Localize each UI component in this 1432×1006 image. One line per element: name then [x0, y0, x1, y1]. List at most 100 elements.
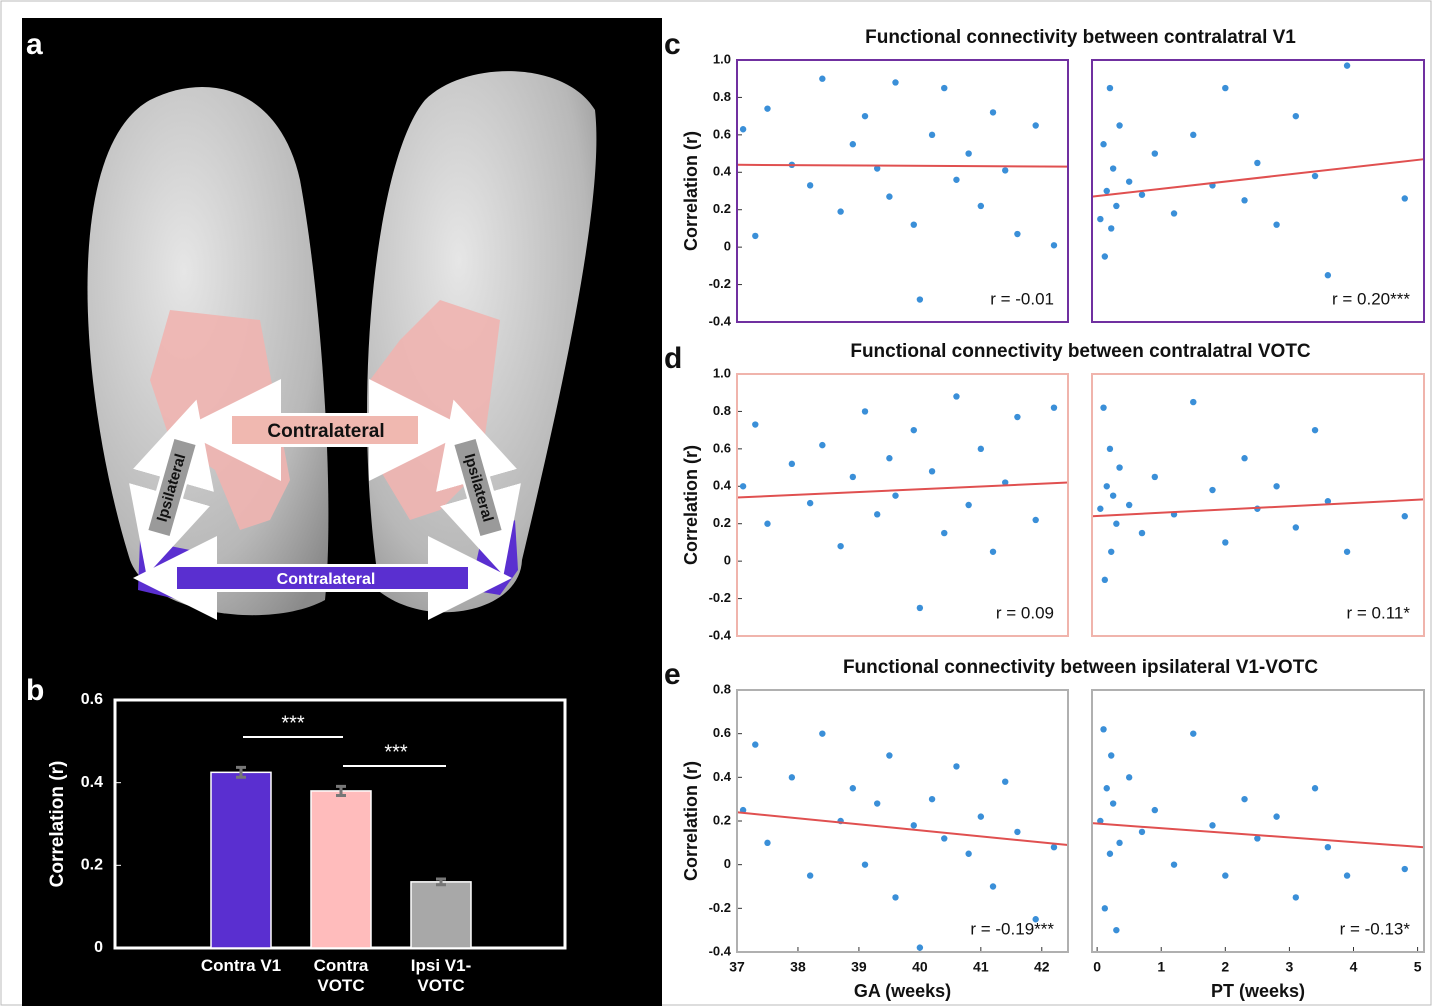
y-axis-label: Correlation (r): [681, 761, 701, 881]
point: [1116, 122, 1123, 129]
point: [1109, 800, 1117, 807]
point: [1116, 464, 1123, 471]
point: [752, 421, 759, 428]
y-tick-label: -0.2: [709, 590, 731, 605]
x-tick-label: 39: [851, 959, 867, 975]
point: [1106, 850, 1114, 857]
point: [910, 426, 917, 434]
chart-title: Functional connectivity between contrala…: [850, 341, 1311, 362]
point: [1343, 548, 1351, 555]
y-tick-label: -0.2: [709, 900, 731, 915]
plot-frame: [736, 59, 1069, 323]
point: [1100, 141, 1107, 148]
y-tick-label: 0: [724, 239, 731, 254]
point: [764, 520, 771, 527]
point: [916, 944, 924, 951]
y-tick-label: 0.6: [713, 725, 731, 740]
point: [1002, 479, 1009, 486]
point: [989, 883, 997, 890]
point: [1002, 778, 1009, 785]
point: [1109, 492, 1117, 499]
point: [1113, 926, 1120, 934]
point: [1254, 159, 1261, 167]
point: [965, 850, 972, 857]
plot-frame: [1091, 373, 1425, 637]
panel-label: c: [664, 28, 681, 61]
point: [1222, 84, 1229, 92]
y-tick-label: 0: [724, 856, 731, 871]
point: [1241, 795, 1248, 803]
point: [1151, 150, 1159, 157]
arrow-label: Contralateral: [267, 421, 384, 442]
y-tick-label: 0: [724, 553, 731, 568]
point: [1108, 225, 1115, 232]
y-tick-label: 0.4: [713, 164, 732, 179]
fit-line: [1091, 822, 1425, 849]
point: [1101, 253, 1109, 260]
point: [1125, 178, 1133, 185]
point: [1097, 817, 1104, 825]
r-annotation: r = -0.01: [990, 289, 1054, 308]
panel-label: b: [26, 674, 44, 707]
y-tick-label: -0.4: [709, 313, 732, 328]
point: [1138, 191, 1146, 198]
point: [886, 455, 893, 462]
point: [1103, 785, 1110, 792]
point: [1113, 520, 1120, 527]
point: [1032, 516, 1039, 524]
point: [1292, 524, 1300, 531]
point: [1106, 84, 1114, 92]
point: [788, 774, 796, 781]
point: [874, 165, 881, 172]
y-tick-label: 0.2: [81, 857, 103, 874]
point: [965, 501, 972, 509]
fit-line: [736, 163, 1069, 168]
point: [977, 813, 985, 820]
panel-label: a: [26, 28, 43, 61]
point: [1241, 197, 1248, 204]
point: [806, 499, 814, 507]
point: [806, 872, 814, 879]
point: [1209, 486, 1216, 494]
point: [1002, 167, 1009, 174]
bar: [210, 771, 272, 949]
point: [739, 806, 747, 814]
point: [1324, 498, 1332, 505]
point: [989, 548, 997, 555]
point: [941, 84, 948, 92]
point: [1401, 865, 1408, 873]
point: [886, 193, 893, 200]
point: [1324, 272, 1332, 279]
point: [989, 109, 997, 116]
brain-illustration: [87, 71, 597, 620]
point: [861, 112, 869, 120]
point: [1292, 894, 1300, 901]
r-annotation: r = 0.20***: [1332, 289, 1410, 308]
point: [928, 131, 936, 139]
significance-label: ***: [384, 741, 408, 763]
point: [1190, 131, 1197, 139]
r-annotation: r = -0.19***: [970, 919, 1054, 938]
point: [1209, 822, 1216, 829]
point: [1254, 835, 1261, 842]
x-tick-label: 1: [1157, 959, 1165, 975]
point: [1032, 122, 1039, 129]
y-tick-label: 0.6: [713, 126, 731, 141]
point: [1273, 813, 1280, 820]
y-tick-label: 1.0: [713, 51, 731, 66]
point: [1292, 112, 1300, 120]
error-bar: [336, 784, 346, 797]
point: [764, 839, 771, 847]
point: [953, 393, 960, 400]
point: [892, 894, 899, 901]
point: [1108, 548, 1115, 555]
point: [1108, 752, 1115, 759]
point: [1100, 404, 1107, 411]
fit-line: [736, 481, 1069, 499]
point: [806, 182, 814, 189]
fit-line: [1091, 498, 1425, 518]
point: [1097, 505, 1104, 512]
point: [788, 460, 796, 468]
point: [1103, 483, 1110, 490]
x-tick-label: 3: [1286, 959, 1294, 975]
